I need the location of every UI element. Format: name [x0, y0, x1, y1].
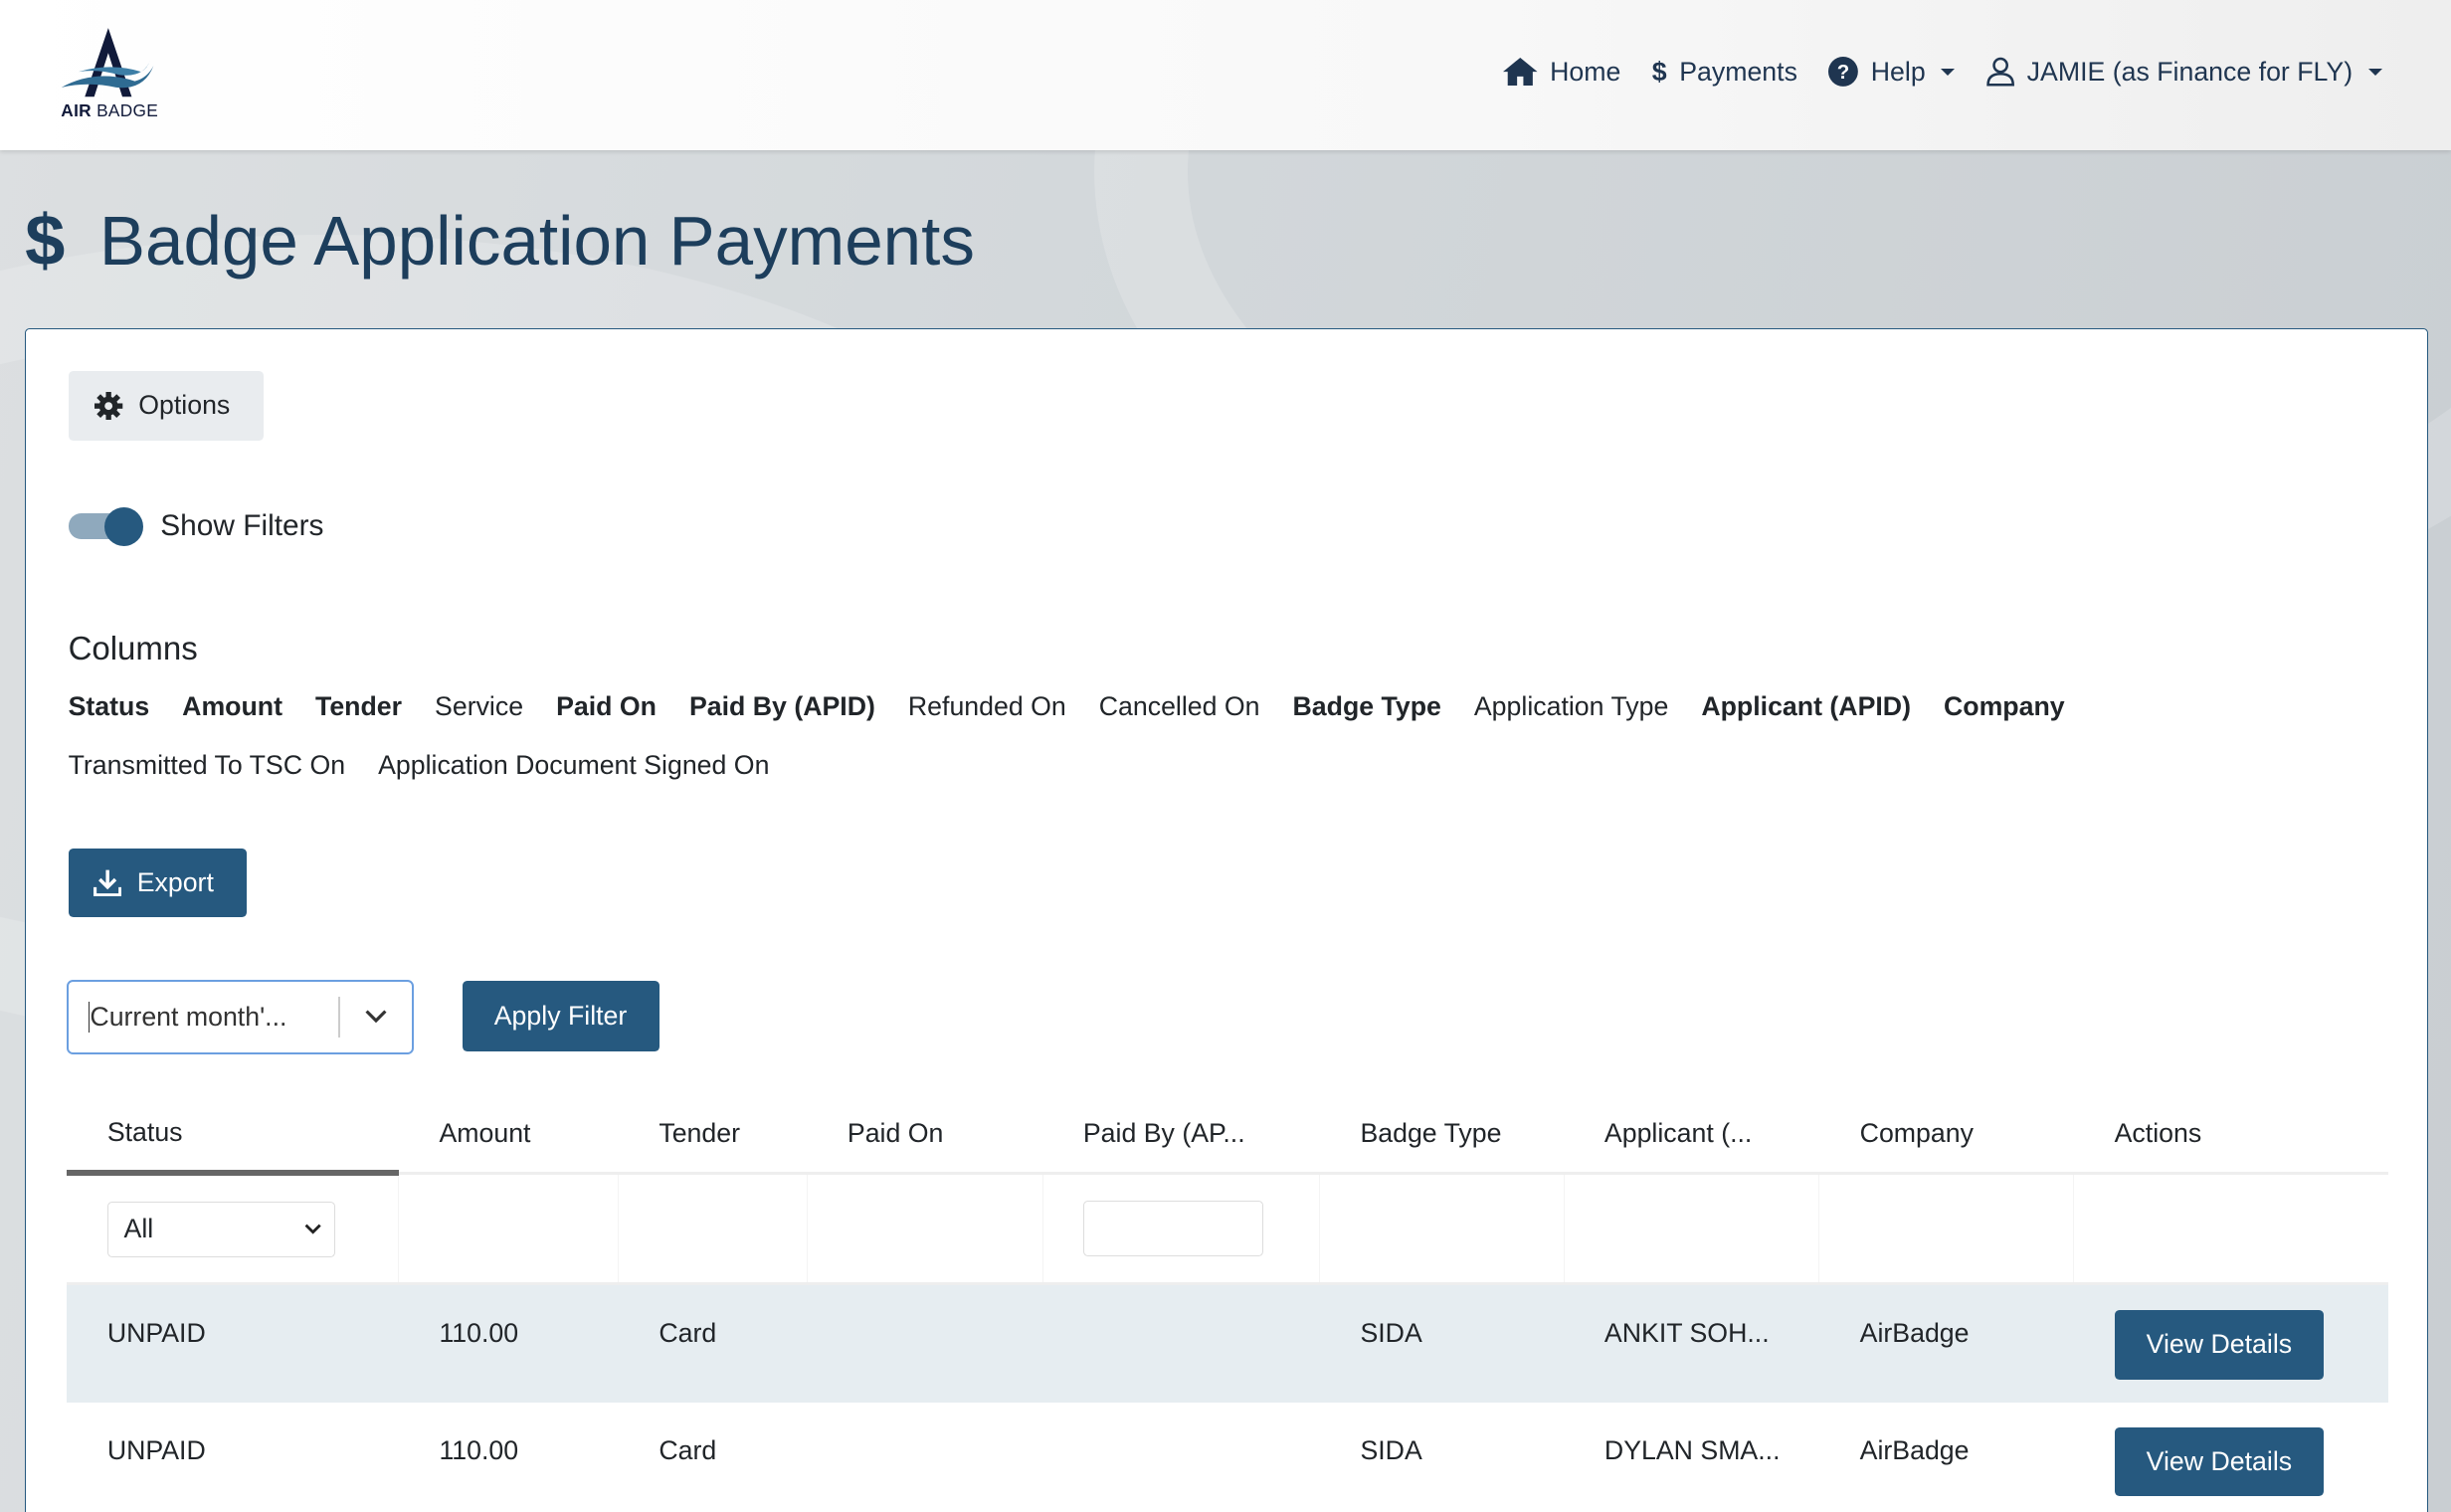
page-title-text: Badge Application Payments — [98, 202, 975, 281]
nav-home[interactable]: Home — [1503, 57, 1620, 88]
view-details-button[interactable]: View Details — [2114, 1310, 2325, 1380]
column-toggle[interactable]: Amount — [182, 691, 283, 722]
cell-applicant: DYLAN SMA... — [1603, 1435, 1781, 1466]
dollar-icon: $ — [25, 201, 66, 282]
column-toggles: Status Amount Tender Service Paid On Paid By … — [69, 688, 2257, 782]
options-button[interactable]: Options — [68, 371, 264, 441]
cell-status: UNPAID — [106, 1435, 206, 1466]
table-row: UNPAID 110.00 Card SIDA DYLAN SMA... AirBadge… — [67, 1403, 2388, 1511]
cell-applicant: ANKIT SOH... — [1564, 1283, 1819, 1404]
status-filter-select[interactable]: All — [106, 1201, 336, 1258]
page-title: $ Badge Application Payments — [25, 200, 975, 282]
cell-paid-by — [1042, 1403, 1320, 1511]
filter-row: All — [66, 1173, 2388, 1286]
gear-icon — [94, 391, 123, 421]
nav-home-label: Home — [1550, 56, 1621, 87]
navbar: AIR BADGE Home $ Payments ? Help JAMIE (… — [0, 0, 2451, 150]
cell-badge-type: SIDA — [1360, 1435, 1422, 1466]
svg-text:?: ? — [1837, 62, 1849, 84]
column-toggle[interactable]: Transmitted To TSC On — [68, 749, 346, 780]
nav-payments[interactable]: $ Payments — [1652, 57, 1797, 88]
user-icon — [1986, 57, 2014, 87]
column-header[interactable]: Applicant (... — [1564, 1094, 1819, 1175]
column-toggle[interactable]: Cancelled On — [1098, 691, 1260, 722]
date-range-value: Current month'... — [89, 1001, 338, 1033]
cell-tender: Card — [618, 1283, 808, 1404]
nav-help-label: Help — [1870, 56, 1926, 87]
view-details-button[interactable]: View Details — [2114, 1427, 2325, 1497]
export-button[interactable]: Export — [68, 848, 247, 917]
column-toggle[interactable]: Paid By (APID) — [688, 691, 875, 722]
nav-payments-label: Payments — [1679, 56, 1797, 87]
column-toggle[interactable]: Applicant (APID) — [1701, 691, 1911, 722]
cell-amount: 110.00 — [398, 1283, 619, 1404]
cell-paid-by — [1042, 1283, 1320, 1404]
columns-title: Columns — [68, 629, 198, 666]
column-toggle[interactable]: Status — [68, 691, 150, 722]
payments-card: Options Show Filters Columns Status Amoun… — [25, 327, 2428, 1512]
export-label: Export — [136, 866, 214, 897]
date-range-select[interactable]: Current month'... — [66, 979, 414, 1055]
column-toggle[interactable]: Application Document Signed On — [378, 749, 770, 780]
download-icon — [93, 869, 121, 897]
home-icon — [1503, 57, 1538, 87]
column-toggle[interactable]: Company — [1943, 691, 2065, 722]
column-header[interactable]: Badge Type — [1319, 1094, 1565, 1175]
cell-tender: Card — [659, 1435, 717, 1466]
column-header[interactable]: Status — [66, 1094, 399, 1177]
cell-company: AirBadge — [1859, 1435, 1970, 1466]
chevron-down-icon — [304, 1224, 322, 1234]
column-toggle[interactable]: Application Type — [1473, 691, 1669, 722]
column-header[interactable]: Tender — [618, 1094, 808, 1175]
column-header[interactable]: Paid On — [807, 1094, 1043, 1175]
options-label: Options — [138, 390, 231, 421]
chevron-down-icon[interactable] — [340, 1010, 412, 1024]
apply-filter-button[interactable]: Apply Filter — [462, 981, 660, 1051]
column-toggle[interactable]: Tender — [315, 691, 403, 722]
column-header[interactable]: Paid By (AP... — [1042, 1094, 1320, 1175]
nav-help[interactable]: ? Help — [1828, 56, 1956, 88]
dollar-icon: $ — [1651, 56, 1667, 87]
show-filters-label: Show Filters — [160, 508, 324, 542]
cell-company: AirBadge — [1818, 1283, 2074, 1404]
nav-user-label: JAMIE (as Finance for FLY) — [2026, 56, 2354, 87]
paid-by-filter-input[interactable] — [1083, 1200, 1264, 1257]
logo-text: AIR BADGE — [61, 99, 159, 120]
payments-table: Status Amount Tender Paid On Paid By (AP... B… — [66, 1094, 2388, 1512]
column-toggle[interactable]: Refunded On — [907, 691, 1066, 722]
question-circle-icon: ? — [1828, 57, 1859, 87]
table-row: UNPAID 110.00 Card SIDA ANKIT SOH... AirBadge… — [66, 1283, 2388, 1404]
column-header[interactable]: Actions — [2073, 1094, 2388, 1175]
cell-paid-on — [807, 1403, 1042, 1511]
column-toggle[interactable]: Badge Type — [1292, 691, 1441, 722]
caret-down-icon — [1941, 68, 1956, 77]
show-filters-toggle[interactable] — [68, 507, 143, 547]
caret-down-icon — [2367, 68, 2382, 77]
column-header[interactable]: Company — [1818, 1094, 2074, 1175]
column-toggle[interactable]: Service — [435, 691, 524, 722]
column-toggle[interactable]: Paid On — [556, 691, 657, 722]
cell-status: UNPAID — [66, 1283, 399, 1404]
cell-badge-type: SIDA — [1319, 1283, 1565, 1404]
cell-paid-on — [807, 1283, 1043, 1404]
column-header[interactable]: Amount — [398, 1094, 619, 1175]
cell-amount: 110.00 — [439, 1435, 519, 1466]
airbadge-logo[interactable] — [57, 25, 160, 121]
nav-user-menu[interactable]: JAMIE (as Finance for FLY) — [1986, 57, 2382, 88]
